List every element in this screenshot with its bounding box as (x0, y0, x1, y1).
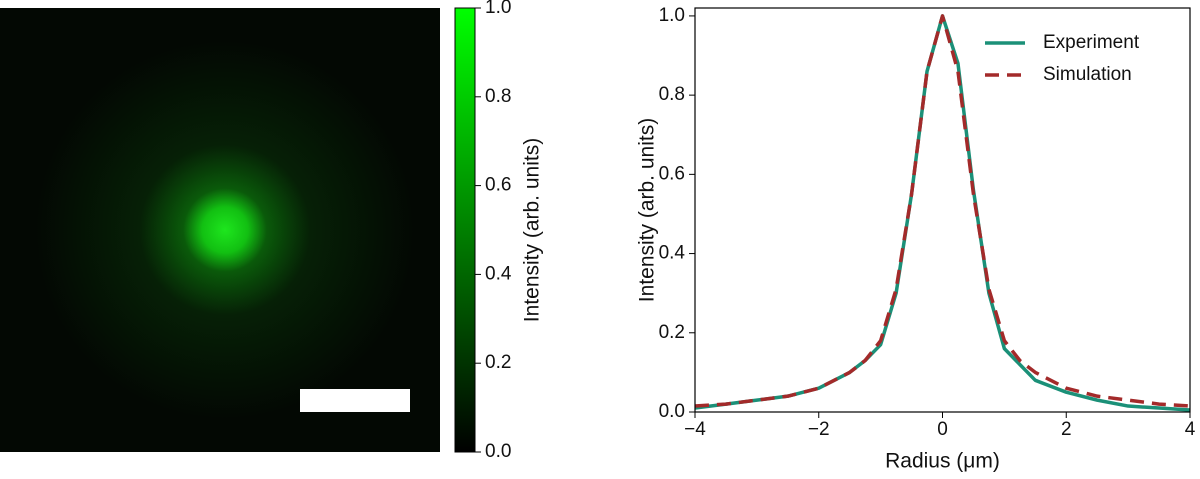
colorbar-tick-label: 0.4 (485, 263, 512, 284)
intensity-spot (35, 40, 415, 420)
y-tick-label: 0.4 (659, 243, 686, 264)
colorbar-tick-label: 1.0 (485, 0, 511, 18)
y-tick-label: 0.0 (659, 401, 685, 422)
y-tick-label: 1.0 (659, 5, 685, 26)
x-tick-label: −4 (684, 419, 706, 440)
x-tick-label: 4 (1185, 419, 1196, 440)
x-tick-label: −2 (808, 419, 830, 440)
data-line (694, 14, 1191, 408)
y-tick-label: 0.8 (659, 84, 685, 105)
plot-frame (694, 7, 1191, 413)
x-axis-label: Radius (μm) (885, 450, 1000, 473)
colorbar-label: Intensity (arb. units) (521, 138, 544, 322)
legend-label: Experiment (1043, 32, 1140, 53)
colorbar-tick-label: 0.8 (485, 86, 511, 107)
colorbar-tick-label: 0.0 (485, 441, 511, 462)
y-axis-label: Intensity (arb. units) (636, 118, 659, 302)
scale-bar (300, 389, 410, 412)
legend-label: Simulation (1043, 64, 1132, 85)
colorbar-tick-label: 0.2 (485, 352, 511, 373)
colorbar-tick-label: 0.6 (485, 175, 511, 196)
y-tick-label: 0.6 (659, 163, 685, 184)
colorbar (454, 7, 476, 453)
y-tick-label: 0.2 (659, 322, 685, 343)
x-tick-label: 2 (1061, 419, 1072, 440)
x-tick-label: 0 (937, 419, 948, 440)
